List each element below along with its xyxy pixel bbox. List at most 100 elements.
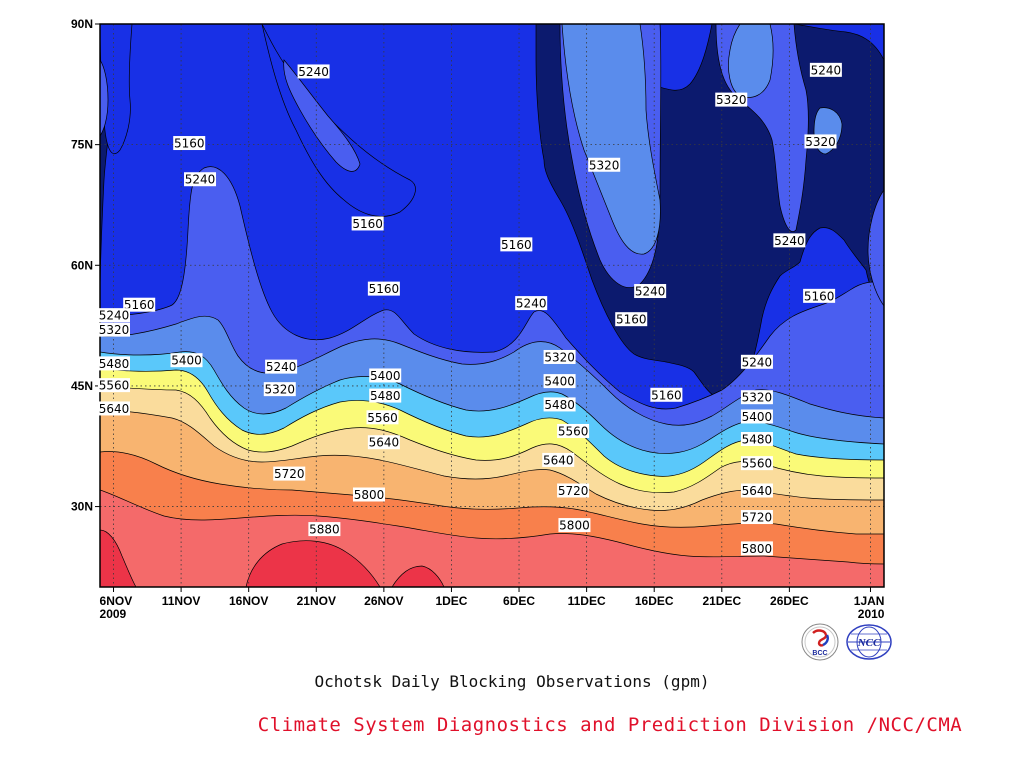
contour-label-44: 5640 xyxy=(740,483,773,498)
contour-label-box-44 xyxy=(740,483,773,498)
contour-label-box-29 xyxy=(273,466,306,481)
contour-label-text-29: 5720 xyxy=(274,467,305,481)
contour-label-16: 5160 xyxy=(123,297,156,312)
contour-label-box-11 xyxy=(715,92,748,107)
x-tick-sublabel-11: 2010 xyxy=(858,607,885,621)
band-5240-right-edge xyxy=(867,189,884,307)
contour-label-box-17 xyxy=(98,308,130,323)
x-tick-label-8: 16DEC xyxy=(635,594,674,608)
contour-label-35: 5560 xyxy=(557,423,590,438)
contour-label-0: 5240 xyxy=(297,64,330,79)
bcc-logo: BCC xyxy=(801,623,839,661)
contour-label-box-23 xyxy=(265,359,298,374)
bcc-logo-text: BCC xyxy=(812,650,827,657)
contour-label-box-5 xyxy=(500,237,533,252)
contour-label-text-13: 5320 xyxy=(805,135,836,149)
contour-label-box-0 xyxy=(297,64,330,79)
contour-label-text-36: 5640 xyxy=(543,453,574,467)
contour-label-21: 5560 xyxy=(98,378,130,393)
contour-label-box-12 xyxy=(809,62,842,77)
contour-label-box-38 xyxy=(558,518,591,533)
x-tick-label-0: 6NOV xyxy=(100,594,133,608)
contour-label-29: 5720 xyxy=(273,466,306,481)
contour-label-18: 5320 xyxy=(98,322,130,337)
x-tick-label-6: 6DEC xyxy=(503,594,535,608)
contour-label-text-4: 5160 xyxy=(369,282,400,296)
contour-label-31: 5880 xyxy=(308,522,341,537)
contour-label-text-39: 5240 xyxy=(742,355,773,369)
contour-label-17: 5240 xyxy=(98,308,130,323)
contour-label-text-32: 5320 xyxy=(544,350,575,364)
contour-label-text-18: 5320 xyxy=(99,323,130,337)
contour-label-7: 5320 xyxy=(588,157,621,172)
contour-label-box-14 xyxy=(773,233,806,248)
contour-label-text-30: 5800 xyxy=(354,488,385,502)
contour-label-24: 5320 xyxy=(263,382,296,397)
x-tick-label-10: 26DEC xyxy=(770,594,809,608)
contour-label-text-42: 5480 xyxy=(742,433,773,447)
contour-label-box-16 xyxy=(123,297,156,312)
contour-label-22: 5640 xyxy=(98,401,130,416)
contour-label-20: 5480 xyxy=(98,356,130,371)
contour-label-text-3: 5160 xyxy=(352,217,383,231)
contour-label-12: 5240 xyxy=(809,62,842,77)
contour-label-text-21: 5560 xyxy=(99,379,130,393)
contour-label-43: 5560 xyxy=(740,456,773,471)
contour-label-box-31 xyxy=(308,522,341,537)
contour-label-34: 5480 xyxy=(543,397,576,412)
contour-label-box-24 xyxy=(263,382,296,397)
contour-labels: 5240516052405160516051605240532052405160… xyxy=(98,62,842,556)
contour-label-box-22 xyxy=(98,401,130,416)
contour-label-box-28 xyxy=(367,435,400,450)
x-tick-label-3: 21NOV xyxy=(297,594,336,608)
contour-label-32: 5320 xyxy=(543,349,576,364)
contour-label-text-40: 5320 xyxy=(742,391,773,405)
contour-label-box-20 xyxy=(98,356,130,371)
contour-label-box-32 xyxy=(543,349,576,364)
y-tick-label-4: 90N xyxy=(71,17,93,31)
contour-label-box-39 xyxy=(740,354,773,369)
contour-label-text-25: 5400 xyxy=(370,369,401,383)
x-tick-label-1: 11NOV xyxy=(162,594,201,608)
contour-label-42: 5480 xyxy=(740,432,773,447)
contour-label-text-35: 5560 xyxy=(558,424,589,438)
contour-label-text-34: 5480 xyxy=(544,398,575,412)
contour-label-38: 5800 xyxy=(558,518,591,533)
y-tick-label-1: 45N xyxy=(71,379,93,393)
contour-label-text-26: 5480 xyxy=(370,389,401,403)
y-tick-label-3: 75N xyxy=(71,138,93,152)
contour-label-text-27: 5560 xyxy=(367,411,398,425)
contour-label-box-26 xyxy=(369,388,402,403)
contour-label-box-33 xyxy=(543,374,576,389)
contour-label-box-7 xyxy=(588,157,621,172)
contour-label-3: 5160 xyxy=(351,216,384,231)
contour-label-text-20: 5480 xyxy=(99,357,130,371)
contour-label-text-9: 5160 xyxy=(616,313,647,327)
contour-label-text-45: 5720 xyxy=(742,511,773,525)
contour-label-text-31: 5880 xyxy=(309,523,340,537)
contour-label-19: 5400 xyxy=(170,353,203,368)
contour-label-text-1: 5160 xyxy=(174,137,205,151)
contour-label-13: 5320 xyxy=(804,134,837,149)
contour-label-text-37: 5720 xyxy=(558,484,589,498)
contour-label-box-40 xyxy=(740,390,773,405)
contour-label-text-19: 5400 xyxy=(171,354,202,368)
band-5880-right xyxy=(391,565,445,587)
x-tick-sublabel-0: 2009 xyxy=(100,607,127,621)
x-tick-label-2: 16NOV xyxy=(229,594,268,608)
contour-label-box-43 xyxy=(740,456,773,471)
contour-label-box-36 xyxy=(542,452,575,467)
contour-label-26: 5480 xyxy=(369,388,402,403)
contour-label-46: 5800 xyxy=(740,541,773,556)
contour-label-39: 5240 xyxy=(740,354,773,369)
ncc-logo: NCC xyxy=(846,624,892,660)
contour-label-box-42 xyxy=(740,432,773,447)
contour-label-text-2: 5240 xyxy=(185,173,216,187)
contour-label-41: 5400 xyxy=(740,409,773,424)
x-tick-label-7: 11DEC xyxy=(568,594,606,608)
y-tick-label-0: 30N xyxy=(71,500,93,514)
contour-label-box-30 xyxy=(352,487,385,502)
contour-label-text-12: 5240 xyxy=(811,63,842,77)
